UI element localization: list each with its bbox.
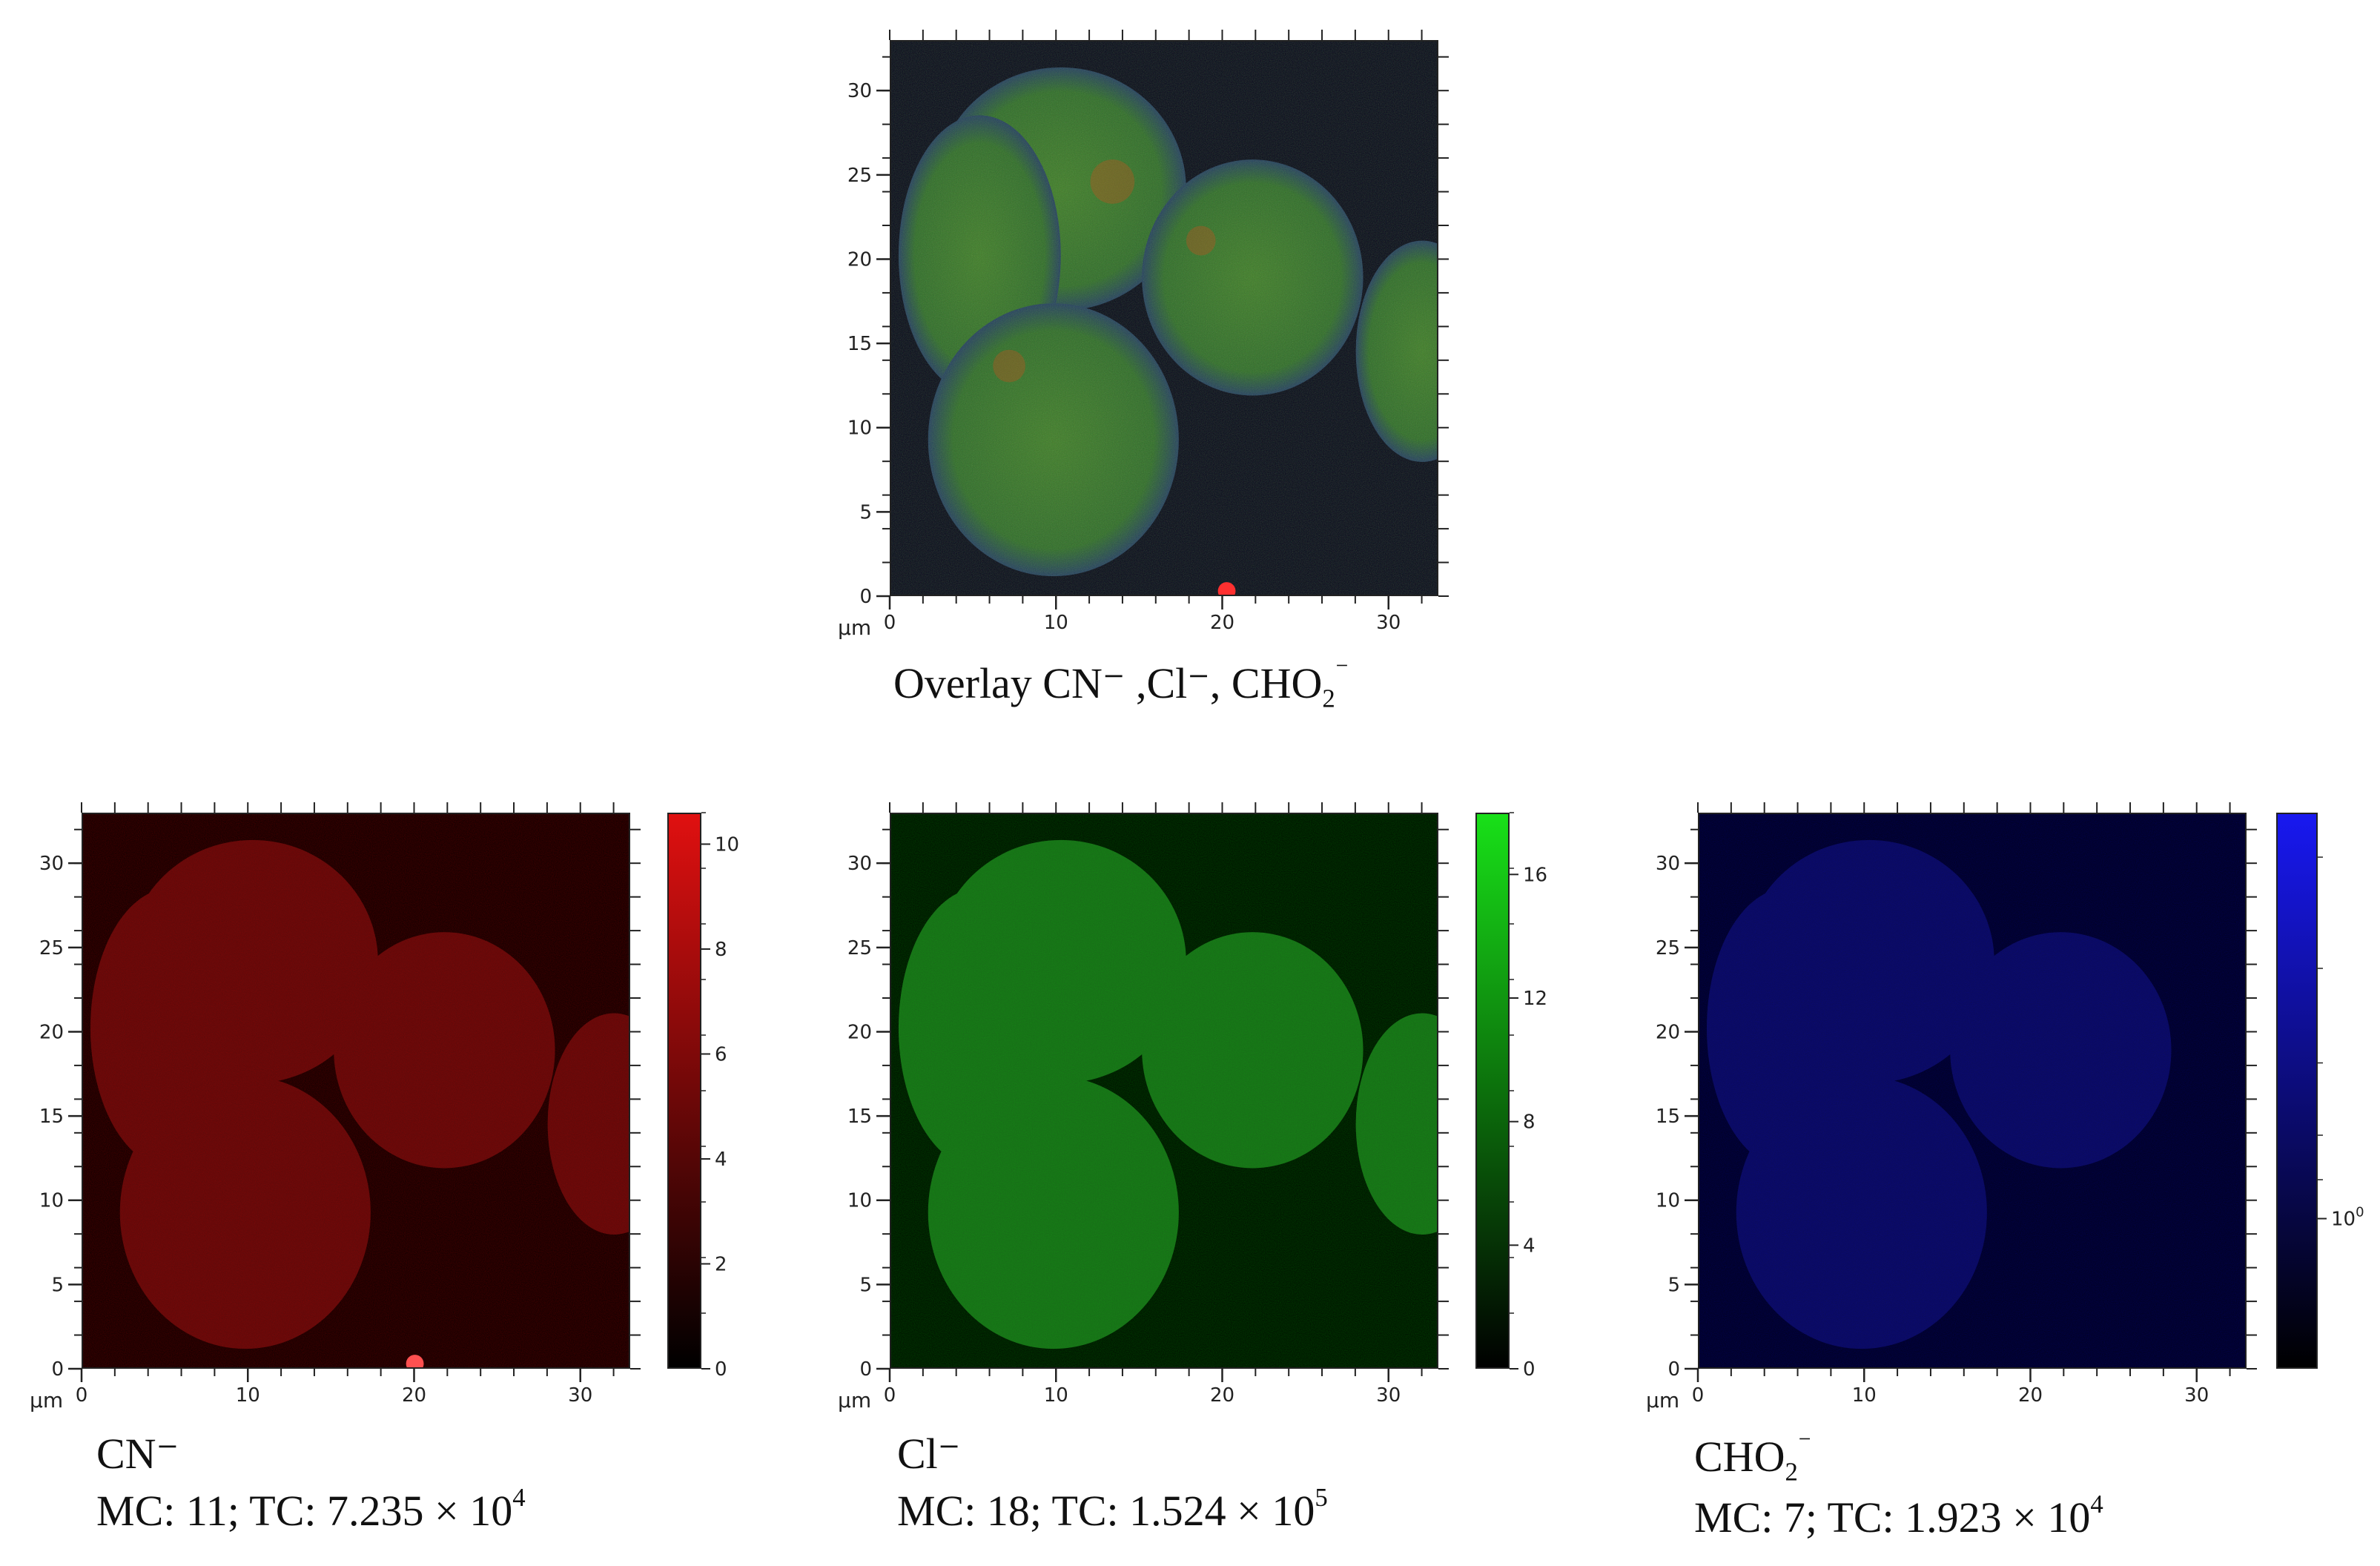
x-tick-label: 20 bbox=[1210, 612, 1234, 634]
y-tick-label: 5 bbox=[51, 1274, 64, 1296]
cn-colorbar bbox=[667, 813, 701, 1369]
y-tick-label: 20 bbox=[847, 1021, 872, 1043]
colorbar-tick-label: 16 bbox=[1523, 864, 1547, 886]
y-tick-label: 20 bbox=[847, 248, 872, 271]
cho2-panel: 0 10 20 30 0 5 10 15 20 25 30 100 µm CHO2⁻ MC: 7; T… bbox=[1624, 793, 2380, 1565]
x-axis-unit: µm bbox=[838, 1388, 872, 1413]
y-tick-label: 20 bbox=[1656, 1021, 1680, 1043]
colorbar-tick-label: 8 bbox=[715, 939, 727, 961]
cn-ion-name: CN⁻ bbox=[96, 1430, 179, 1478]
x-tick-label: 0 bbox=[884, 612, 896, 634]
x-tick-label: 20 bbox=[2018, 1384, 2043, 1407]
colorbar-tick-label: 6 bbox=[715, 1043, 727, 1066]
cn-ion-map bbox=[82, 813, 630, 1369]
x-tick-label: 0 bbox=[76, 1384, 88, 1407]
cn-caption: CN⁻ MC: 11; TC: 7.235 × 104 bbox=[96, 1427, 526, 1538]
cho2-stats: MC: 7; TC: 1.923 × 104 bbox=[1694, 1489, 2103, 1542]
cl-stats: MC: 18; TC: 1.524 × 105 bbox=[897, 1482, 1328, 1535]
x-axis-unit: µm bbox=[1646, 1388, 1680, 1413]
colorbar-tick-label: 12 bbox=[1523, 988, 1547, 1010]
x-tick-label: 0 bbox=[884, 1384, 896, 1407]
y-tick-label: 25 bbox=[1656, 937, 1680, 959]
colorbar-tick-label: 4 bbox=[715, 1149, 727, 1171]
cl-panel: 0 10 20 30 0 5 10 15 20 25 30 16 12 8 4 0 µm Cl⁻ MC: 18… bbox=[816, 793, 1601, 1565]
y-tick-label: 10 bbox=[1656, 1190, 1680, 1212]
overlay-ion-map bbox=[890, 40, 1438, 596]
y-tick-label: 15 bbox=[39, 1106, 64, 1128]
cl-ion-name: Cl⁻ bbox=[897, 1430, 961, 1478]
colorbar-tick-label: 4 bbox=[1523, 1235, 1536, 1257]
cn-stats: MC: 11; TC: 7.235 × 104 bbox=[96, 1482, 526, 1535]
colorbar-tick-label: 2 bbox=[715, 1253, 727, 1275]
colorbar-tick-label: 10 bbox=[715, 833, 739, 856]
x-tick-label: 20 bbox=[402, 1384, 426, 1407]
x-axis-unit: µm bbox=[838, 615, 872, 640]
colorbar-tick-label: 0 bbox=[715, 1358, 727, 1381]
y-tick-label: 5 bbox=[859, 501, 872, 523]
x-tick-label: 30 bbox=[568, 1384, 592, 1407]
y-tick-label: 0 bbox=[859, 1358, 872, 1381]
y-tick-label: 0 bbox=[1667, 1358, 1680, 1381]
y-tick-label: 30 bbox=[39, 853, 64, 875]
y-tick-label: 0 bbox=[51, 1358, 64, 1381]
cn-panel: 0 10 20 30 0 5 10 15 20 25 30 10 8 6 4 2 0 µm CN⁻ MC: 11… bbox=[7, 793, 793, 1565]
y-tick-label: 15 bbox=[1656, 1106, 1680, 1128]
y-tick-label: 30 bbox=[1656, 853, 1680, 875]
x-tick-label: 10 bbox=[1044, 612, 1068, 634]
cho2-caption: CHO2⁻ MC: 7; TC: 1.923 × 104 bbox=[1694, 1427, 2103, 1544]
y-tick-label: 10 bbox=[847, 417, 872, 440]
overlay-caption: Overlay CN⁻ ,Cl⁻, CHO2⁻ bbox=[893, 655, 1349, 713]
x-tick-label: 10 bbox=[1044, 1384, 1068, 1407]
overlay-panel: 0 10 20 30 0 5 10 15 20 25 30 µm Overlay CN⁻ ,Cl⁻,… bbox=[816, 22, 1483, 727]
cl-colorbar bbox=[1475, 813, 1510, 1369]
cho2-ion-map bbox=[1698, 813, 2247, 1369]
x-tick-label: 20 bbox=[1210, 1384, 1234, 1407]
y-tick-label: 15 bbox=[847, 333, 872, 355]
x-tick-label: 10 bbox=[1852, 1384, 1877, 1407]
overlay-axes: 0 10 20 30 0 5 10 15 20 25 30 bbox=[816, 22, 1483, 675]
colorbar-tick-label: 8 bbox=[1523, 1111, 1536, 1134]
x-tick-label: 30 bbox=[1376, 1384, 1401, 1407]
x-tick-label: 10 bbox=[236, 1384, 260, 1407]
x-axis-unit: µm bbox=[30, 1388, 64, 1413]
y-tick-label: 25 bbox=[847, 937, 872, 959]
y-tick-label: 10 bbox=[39, 1190, 64, 1212]
x-tick-label: 30 bbox=[1376, 612, 1401, 634]
x-tick-label: 0 bbox=[1692, 1384, 1705, 1407]
cho2-axes: 0 10 20 30 0 5 10 15 20 25 30 100 bbox=[1624, 793, 2380, 1446]
colorbar-tick-label: 100 bbox=[2331, 1205, 2364, 1231]
cl-caption: Cl⁻ MC: 18; TC: 1.524 × 105 bbox=[897, 1427, 1328, 1538]
y-tick-label: 25 bbox=[39, 937, 64, 959]
y-tick-label: 20 bbox=[39, 1021, 64, 1043]
colorbar-tick-label: 0 bbox=[1523, 1358, 1536, 1381]
cl-axes: 0 10 20 30 0 5 10 15 20 25 30 16 12 8 4 0 bbox=[816, 793, 1601, 1446]
y-tick-label: 30 bbox=[847, 80, 872, 102]
y-tick-label: 30 bbox=[847, 853, 872, 875]
y-tick-label: 25 bbox=[847, 165, 872, 187]
cho2-ion-name: CHO2⁻ bbox=[1694, 1429, 1812, 1487]
y-tick-label: 0 bbox=[859, 586, 872, 608]
y-tick-label: 10 bbox=[847, 1190, 872, 1212]
y-tick-label: 5 bbox=[1667, 1274, 1680, 1296]
cn-axes: 0 10 20 30 0 5 10 15 20 25 30 10 8 6 4 2 0 bbox=[7, 793, 793, 1446]
cho2-colorbar bbox=[2276, 813, 2318, 1369]
y-tick-label: 5 bbox=[859, 1274, 872, 1296]
cl-ion-map bbox=[890, 813, 1438, 1369]
x-tick-label: 30 bbox=[2184, 1384, 2209, 1407]
y-tick-label: 15 bbox=[847, 1106, 872, 1128]
